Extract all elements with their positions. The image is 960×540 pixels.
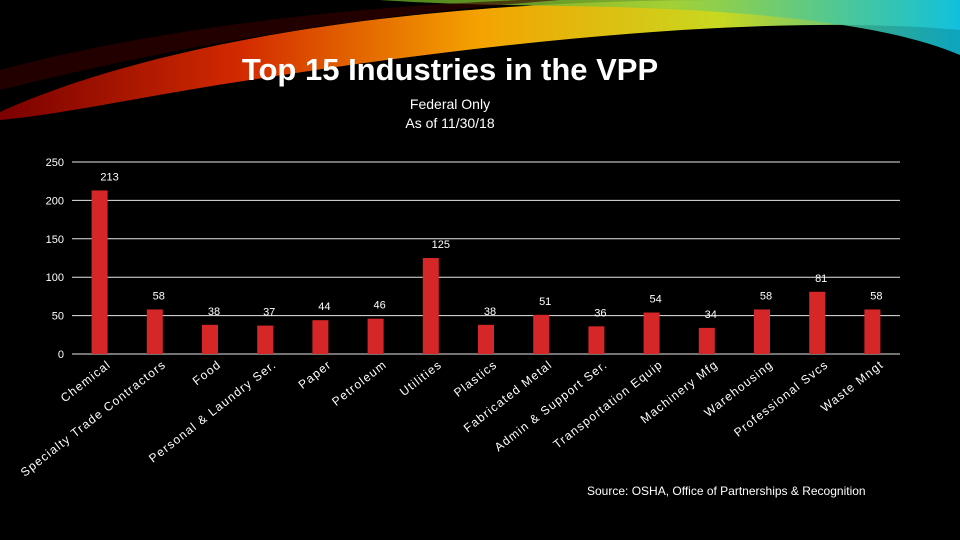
grid-layer: 0 50 100 150 200 250 (46, 157, 900, 361)
data-label: 38 (484, 306, 496, 318)
x-tick-label: Plastics (451, 357, 500, 399)
x-tick-label: Professional Svcs (731, 357, 831, 439)
data-label: 81 (815, 273, 827, 285)
y-tick-label: 200 (46, 195, 64, 207)
x-tick-label: Transportation Equip (550, 357, 665, 451)
data-label: 54 (649, 294, 661, 306)
bar (588, 326, 605, 354)
swoosh-band-cool (380, 0, 960, 55)
x-tick-label: Petroleum (329, 357, 389, 408)
y-tick-label: 50 (52, 311, 64, 323)
swoosh-band-dark (0, 0, 560, 90)
data-label: 36 (594, 307, 606, 319)
bar (809, 291, 826, 354)
x-tick-label: Chemical (58, 357, 114, 405)
bar (146, 309, 163, 354)
data-label: 34 (705, 309, 717, 321)
data-label: 46 (373, 300, 385, 312)
source-note: Source: OSHA, Office of Partnerships & R… (587, 484, 866, 498)
x-tick-label: Utilities (397, 357, 445, 398)
bar (533, 314, 550, 354)
bar (643, 312, 660, 354)
bar (422, 258, 439, 354)
decorative-swoosh (0, 0, 960, 120)
data-label: 213 (100, 171, 118, 183)
bar (312, 320, 329, 354)
data-label: 38 (208, 306, 220, 318)
bar-layer (91, 190, 881, 354)
data-label: 58 (760, 290, 772, 302)
y-tick-label: 250 (46, 157, 64, 169)
chart-subtitle-line2: As of 11/30/18 (405, 115, 495, 131)
bar (91, 190, 108, 354)
data-label: 44 (318, 301, 330, 313)
y-tick-label: 0 (58, 349, 64, 361)
bar (367, 318, 384, 354)
data-label: 51 (539, 296, 551, 308)
bar (202, 324, 218, 354)
x-tick-label: Food (190, 357, 224, 388)
bar (257, 325, 274, 354)
y-tick-label: 100 (46, 272, 64, 284)
data-label: 58 (870, 290, 882, 302)
data-label: 37 (263, 307, 275, 319)
bar (478, 324, 494, 354)
y-tick-label: 150 (46, 234, 64, 246)
data-label: 125 (432, 239, 450, 251)
bar (698, 327, 715, 354)
data-label: 58 (153, 290, 165, 302)
bar (754, 309, 770, 354)
chart-title: Top 15 Industries in the VPP (241, 52, 659, 87)
chart-subtitle-line1: Federal Only (409, 96, 491, 112)
x-tick-label: Paper (296, 357, 335, 391)
bar (864, 309, 881, 354)
